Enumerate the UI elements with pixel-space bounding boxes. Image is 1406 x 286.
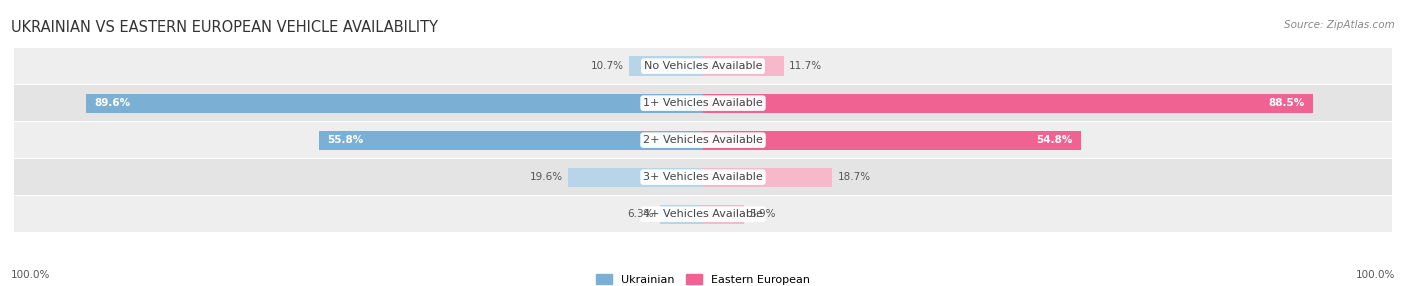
Text: 18.7%: 18.7% xyxy=(838,172,870,182)
Bar xyxy=(703,57,783,76)
Text: 11.7%: 11.7% xyxy=(789,61,823,71)
Text: 100.0%: 100.0% xyxy=(11,270,51,280)
Bar xyxy=(14,48,1392,84)
Bar xyxy=(319,130,703,150)
Text: 19.6%: 19.6% xyxy=(529,172,562,182)
Bar xyxy=(703,168,832,187)
Text: 89.6%: 89.6% xyxy=(94,98,131,108)
Text: 6.3%: 6.3% xyxy=(627,209,654,219)
Text: 55.8%: 55.8% xyxy=(326,135,363,145)
Bar xyxy=(659,204,703,224)
Bar xyxy=(14,122,1392,158)
Text: 3+ Vehicles Available: 3+ Vehicles Available xyxy=(643,172,763,182)
Bar xyxy=(14,159,1392,195)
Bar xyxy=(568,168,703,187)
Bar xyxy=(14,85,1392,121)
Text: 4+ Vehicles Available: 4+ Vehicles Available xyxy=(643,209,763,219)
Text: 88.5%: 88.5% xyxy=(1268,98,1305,108)
Bar xyxy=(703,204,744,224)
Legend: Ukrainian, Eastern European: Ukrainian, Eastern European xyxy=(591,270,815,286)
Bar xyxy=(703,130,1081,150)
Text: No Vehicles Available: No Vehicles Available xyxy=(644,61,762,71)
Text: 54.8%: 54.8% xyxy=(1036,135,1073,145)
Text: 10.7%: 10.7% xyxy=(591,61,624,71)
Bar xyxy=(703,94,1313,113)
Bar xyxy=(630,57,703,76)
Bar xyxy=(14,196,1392,232)
Bar xyxy=(86,94,703,113)
Text: 5.9%: 5.9% xyxy=(749,209,776,219)
Text: 100.0%: 100.0% xyxy=(1355,270,1395,280)
Text: UKRAINIAN VS EASTERN EUROPEAN VEHICLE AVAILABILITY: UKRAINIAN VS EASTERN EUROPEAN VEHICLE AV… xyxy=(11,20,439,35)
Text: Source: ZipAtlas.com: Source: ZipAtlas.com xyxy=(1284,20,1395,30)
Text: 1+ Vehicles Available: 1+ Vehicles Available xyxy=(643,98,763,108)
Text: 2+ Vehicles Available: 2+ Vehicles Available xyxy=(643,135,763,145)
